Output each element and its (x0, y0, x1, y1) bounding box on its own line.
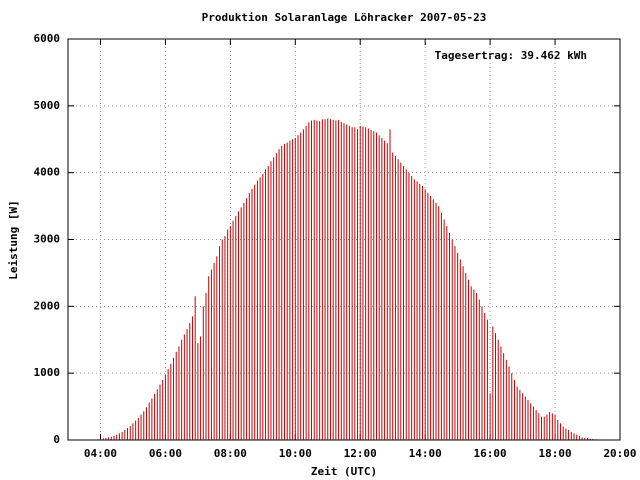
y-tick-label: 5000 (34, 99, 61, 112)
y-tick-label: 2000 (34, 299, 61, 312)
x-tick-label: 08:00 (214, 447, 247, 460)
y-tick-label: 1000 (34, 366, 61, 379)
annotation: Tagesertrag: 39.462 kWh (435, 49, 587, 62)
x-tick-label: 04:00 (84, 447, 117, 460)
plot-border (67, 38, 621, 441)
x-tick-label: 12:00 (344, 447, 377, 460)
y-tick-label: 0 (53, 433, 60, 446)
x-tick-label: 10:00 (279, 447, 312, 460)
x-tick-label: 06:00 (149, 447, 182, 460)
x-axis-label: Zeit (UTC) (311, 465, 377, 478)
y-tick-label: 4000 (34, 166, 61, 179)
x-tick-label: 18:00 (538, 447, 571, 460)
y-tick-label: 3000 (34, 233, 61, 246)
x-tick-label: 14:00 (409, 447, 442, 460)
x-tick-label: 20:00 (603, 447, 636, 460)
chart-title: Produktion Solaranlage Löhracker 2007-05… (202, 11, 487, 24)
y-tick-label: 6000 (34, 32, 61, 45)
x-tick-label: 16:00 (474, 447, 507, 460)
y-axis-label: Leistung [W] (7, 200, 20, 279)
